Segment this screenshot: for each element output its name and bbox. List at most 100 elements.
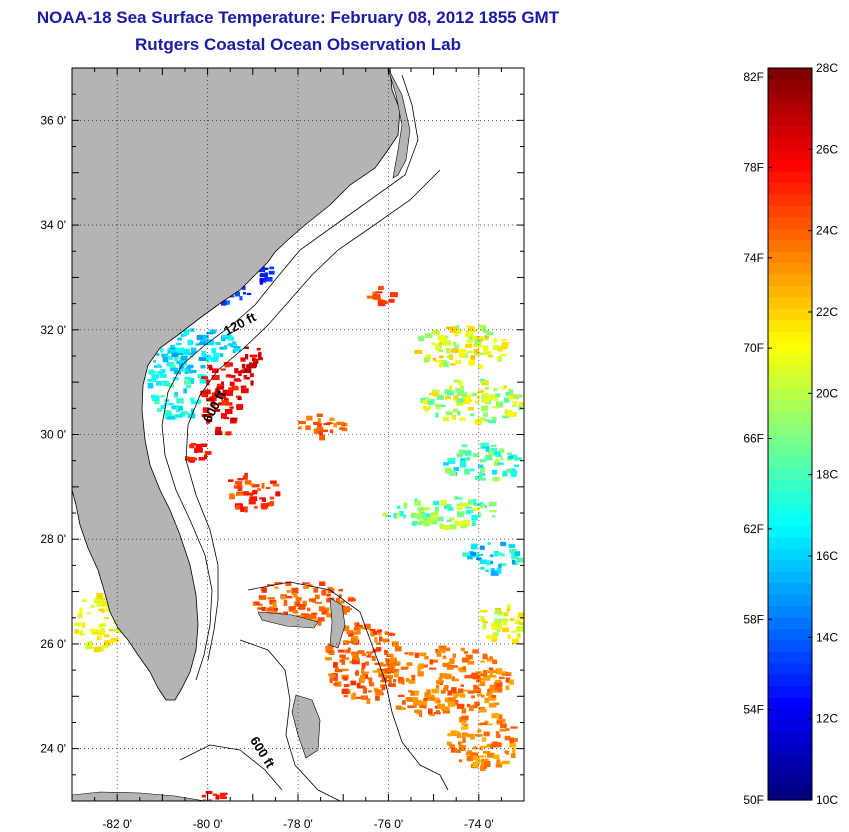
sst-pixel — [325, 647, 330, 651]
colorbar-band — [768, 559, 812, 572]
sst-pixel — [254, 506, 258, 509]
sst-pixel — [317, 620, 322, 626]
sst-pixel — [204, 454, 208, 460]
sst-pixel — [352, 654, 359, 660]
sst-pixel — [448, 470, 456, 476]
sst-pixel — [491, 627, 499, 630]
sst-pixel — [475, 760, 481, 764]
sst-pixel — [347, 630, 354, 633]
sst-pixel — [479, 681, 486, 687]
sst-pixel — [461, 708, 467, 714]
sst-pixel — [461, 657, 470, 663]
sst-pixel — [404, 652, 409, 655]
sst-pixel — [424, 333, 433, 338]
sst-pixel — [308, 598, 313, 602]
sst-pixel — [465, 325, 470, 328]
sst-pixel — [445, 673, 452, 680]
sst-pixel — [451, 665, 458, 668]
sst-pixel — [165, 383, 170, 386]
sst-pixel — [456, 503, 461, 507]
sst-pixel — [230, 417, 238, 421]
sst-pixel — [474, 475, 483, 481]
sst-pixel — [414, 500, 421, 506]
sst-pixel — [294, 601, 299, 607]
sst-pixel — [269, 266, 274, 270]
sst-pixel — [465, 654, 473, 660]
sst-pixel — [495, 401, 504, 406]
sst-patches — [73, 264, 524, 801]
sst-pixel — [264, 272, 268, 278]
sst-pixel — [246, 364, 250, 369]
sst-pixel — [489, 684, 495, 690]
sst-pixel — [451, 687, 457, 693]
sst-pixel — [239, 296, 243, 301]
sst-pixel — [307, 607, 311, 612]
sst-pixel — [346, 640, 354, 644]
sst-pixel — [244, 346, 249, 349]
lat-tick-label: 32 0' — [40, 323, 66, 337]
sst-pixel — [440, 404, 446, 407]
sst-pixel — [350, 636, 359, 642]
sst-pixel — [465, 332, 474, 338]
sst-pixel — [103, 634, 110, 638]
sst-pixel — [387, 666, 392, 672]
sst-pixel — [252, 603, 256, 606]
colorbar-band — [768, 319, 812, 332]
sst-pixel — [151, 379, 156, 383]
sst-pixel — [476, 557, 482, 561]
sst-pixel — [375, 291, 383, 294]
sst-pixel — [436, 681, 442, 685]
sst-pixel — [240, 357, 246, 362]
sst-pixel — [490, 670, 497, 673]
sst-pixel — [494, 607, 501, 611]
sst-pixel — [479, 708, 487, 713]
sst-pixel — [470, 355, 476, 360]
sst-pixel — [459, 461, 467, 468]
sst-pixel — [326, 649, 335, 654]
sst-pixel — [451, 414, 457, 420]
colorbar-band — [768, 113, 812, 126]
colorbar-fahrenheit-label: 82F — [743, 70, 764, 84]
sst-pixel — [316, 426, 324, 432]
sst-pixel — [483, 351, 492, 355]
sst-pixel — [501, 627, 510, 633]
sst-pixel — [522, 623, 524, 629]
sst-pixel — [176, 347, 184, 354]
sst-pixel — [152, 395, 160, 402]
sst-pixel — [411, 675, 416, 680]
colorbar-celsius-label: 14C — [816, 630, 838, 644]
sst-pixel — [385, 301, 389, 304]
sst-pixel — [258, 351, 262, 358]
sst-pixel — [269, 606, 277, 612]
sst-pixel — [427, 399, 435, 405]
sst-pixel — [243, 374, 248, 380]
sst-pixel — [462, 689, 469, 692]
sst-pixel — [495, 552, 502, 556]
sst-pixel — [445, 347, 451, 354]
sst-pixel — [174, 392, 178, 396]
sst-pixel — [311, 612, 318, 615]
sst-pixel — [480, 405, 489, 412]
colorbar-band — [768, 148, 812, 161]
sst-pixel — [442, 525, 450, 530]
sst-pixel — [509, 737, 515, 743]
colorbar-band — [768, 765, 812, 778]
sst-pixel — [221, 412, 228, 419]
sst-pixel — [288, 606, 296, 612]
sst-pixel — [509, 679, 514, 685]
sst-pixel — [185, 384, 192, 389]
colorbar-band — [768, 617, 812, 630]
sst-pixel — [344, 608, 353, 611]
sst-pixel — [211, 401, 216, 407]
colorbar-band — [768, 628, 812, 641]
sst-pixel — [180, 333, 185, 337]
sst-pixel — [73, 622, 82, 627]
sst-pixel — [438, 645, 447, 649]
sst-pixel — [253, 601, 260, 606]
colorbar-band — [768, 68, 812, 81]
sst-pixel — [373, 631, 378, 636]
sst-pixel — [474, 701, 480, 707]
sst-pixel — [431, 342, 435, 345]
sst-pixel — [500, 723, 507, 729]
sst-pixel — [183, 380, 191, 385]
